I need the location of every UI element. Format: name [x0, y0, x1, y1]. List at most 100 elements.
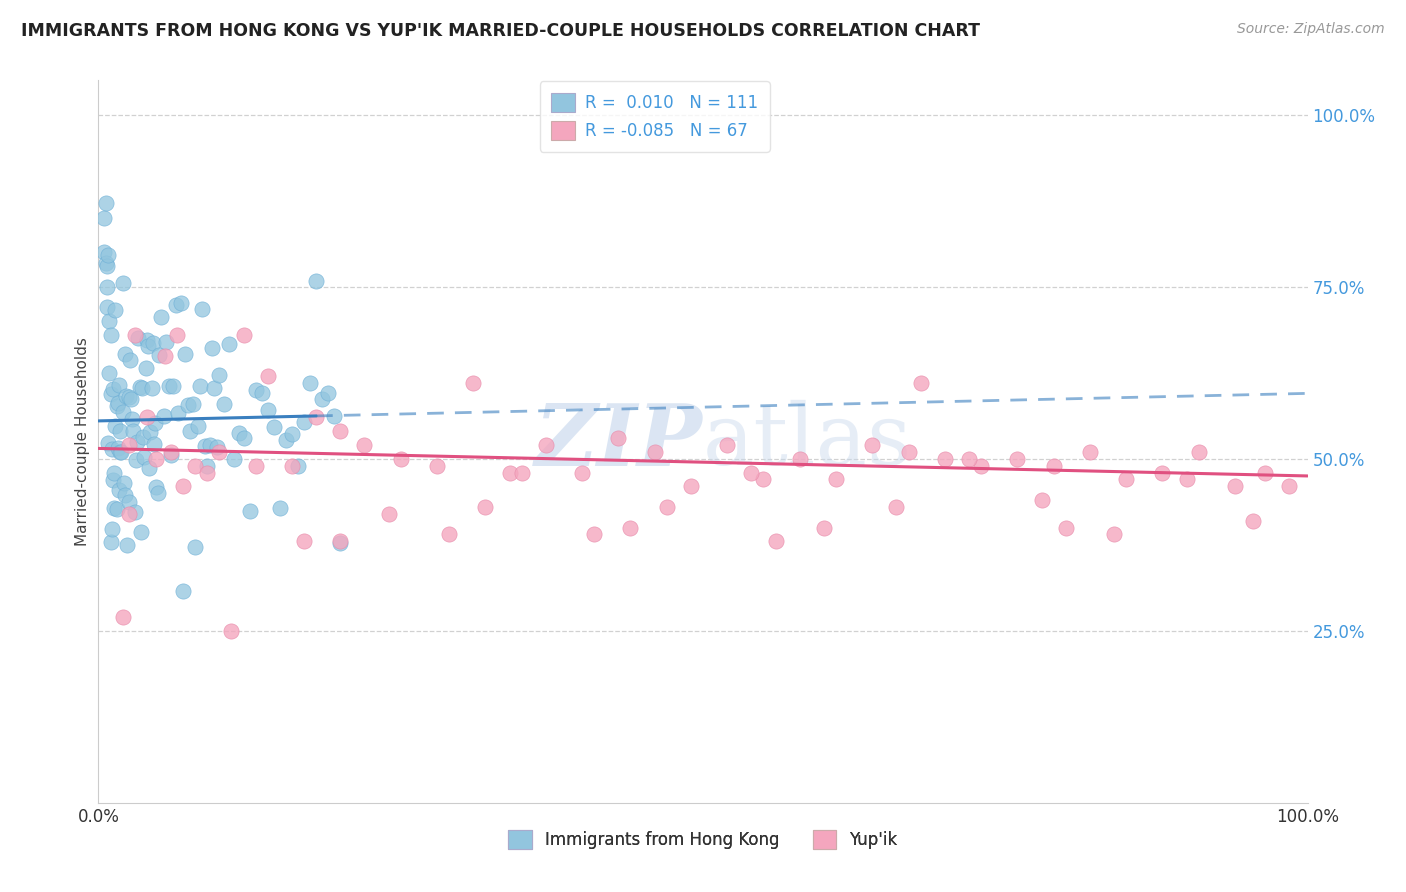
Point: [162, 378, 184, 392]
Point: [120, 392, 142, 406]
Point: [94, 195, 117, 210]
Point: [146, 486, 169, 500]
Point: [104, 302, 127, 317]
Point: [100, 442, 122, 457]
Point: [292, 534, 315, 549]
Point: [181, 397, 204, 411]
Point: [145, 451, 167, 466]
Point: [115, 389, 138, 403]
Point: [104, 419, 127, 434]
Point: [153, 349, 176, 363]
Point: [108, 445, 131, 459]
Point: [716, 438, 738, 452]
Point: [93, 211, 115, 225]
Point: [1054, 520, 1077, 534]
Point: [228, 426, 250, 441]
Point: [281, 458, 304, 473]
Point: [172, 479, 194, 493]
Point: [583, 527, 606, 541]
Point: [1188, 445, 1211, 459]
Point: [245, 383, 267, 397]
Point: [98, 366, 121, 380]
Text: Source: ZipAtlas.com: Source: ZipAtlas.com: [1237, 22, 1385, 37]
Point: [100, 522, 122, 536]
Text: atlas: atlas: [703, 400, 912, 483]
Point: [1102, 527, 1125, 541]
Point: [101, 473, 124, 487]
Point: [112, 476, 135, 491]
Point: [316, 385, 339, 400]
Point: [740, 466, 762, 480]
Point: [124, 505, 146, 519]
Point: [125, 453, 148, 467]
Point: [1254, 466, 1277, 480]
Point: [323, 409, 346, 423]
Point: [305, 274, 328, 288]
Point: [329, 534, 352, 549]
Point: [105, 399, 128, 413]
Point: [208, 368, 231, 383]
Point: [1223, 479, 1246, 493]
Point: [426, 458, 449, 473]
Point: [679, 479, 702, 493]
Point: [160, 448, 183, 462]
Point: [166, 327, 188, 342]
Point: [100, 535, 122, 549]
Point: [474, 500, 496, 514]
Point: [305, 410, 328, 425]
Point: [93, 245, 115, 260]
Point: [118, 495, 141, 509]
Point: [132, 430, 155, 444]
Point: [152, 409, 174, 423]
Point: [311, 392, 333, 406]
Point: [127, 331, 149, 345]
Point: [813, 520, 835, 534]
Point: [1175, 472, 1198, 486]
Point: [934, 451, 956, 466]
Point: [1078, 445, 1101, 459]
Point: [897, 445, 920, 459]
Point: [281, 427, 304, 442]
Point: [128, 380, 150, 394]
Point: [110, 445, 132, 459]
Point: [188, 379, 211, 393]
Point: [232, 327, 254, 342]
Point: [274, 433, 297, 447]
Point: [108, 424, 131, 438]
Point: [195, 459, 218, 474]
Point: [118, 438, 141, 452]
Point: [299, 376, 322, 390]
Point: [117, 538, 139, 552]
Point: [172, 583, 194, 598]
Point: [135, 333, 157, 347]
Point: [498, 466, 520, 480]
Point: [179, 424, 201, 438]
Point: [239, 504, 262, 518]
Point: [184, 541, 207, 555]
Point: [97, 247, 120, 261]
Point: [377, 507, 399, 521]
Point: [127, 435, 149, 450]
Point: [96, 301, 118, 315]
Point: [107, 441, 129, 455]
Point: [1042, 458, 1064, 473]
Point: [131, 381, 153, 395]
Point: [94, 256, 117, 270]
Point: [96, 259, 118, 273]
Text: ZIP: ZIP: [536, 400, 703, 483]
Point: [184, 458, 207, 473]
Point: [101, 382, 124, 396]
Point: [292, 415, 315, 429]
Point: [150, 310, 173, 325]
Point: [103, 466, 125, 480]
Point: [752, 472, 775, 486]
Point: [571, 466, 593, 480]
Point: [155, 334, 177, 349]
Point: [97, 436, 120, 450]
Point: [134, 450, 156, 465]
Point: [886, 500, 908, 514]
Legend: Immigrants from Hong Kong, Yup'ik: Immigrants from Hong Kong, Yup'ik: [502, 823, 904, 856]
Point: [389, 451, 412, 466]
Point: [143, 417, 166, 431]
Point: [191, 301, 214, 316]
